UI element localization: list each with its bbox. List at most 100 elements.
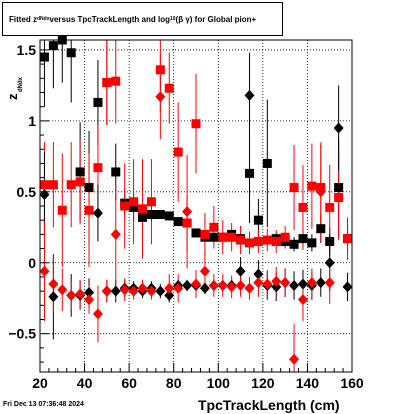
- data-point-square: [307, 238, 317, 248]
- data-point-diamond: [75, 288, 86, 300]
- data-point-diamond: [244, 89, 255, 101]
- data-point-square: [173, 217, 183, 227]
- data-point-square: [39, 180, 49, 190]
- data-point-square: [146, 210, 156, 220]
- data-point-diamond: [324, 257, 335, 269]
- title-sub2: 10: [169, 16, 176, 22]
- footer-date: Fri Dec 13 07:36:48 2024: [3, 401, 84, 408]
- plot-title: Fitted z dNdx versus TpcTrackLength and l…: [2, 2, 283, 36]
- data-point-diamond: [92, 308, 103, 320]
- data-point-square: [93, 163, 103, 173]
- data-point-square: [93, 97, 103, 107]
- data-point-square: [173, 147, 183, 157]
- data-point-square: [271, 236, 281, 246]
- data-point-square: [236, 235, 246, 245]
- data-point-square: [155, 65, 165, 75]
- data-point-square: [316, 224, 326, 234]
- data-point-diamond: [199, 265, 210, 277]
- data-point-square: [164, 83, 174, 93]
- data-point-diamond: [137, 282, 148, 294]
- data-point-diamond: [48, 278, 59, 290]
- grid: [40, 40, 352, 372]
- data-point-diamond: [84, 287, 95, 299]
- data-point-diamond: [173, 282, 184, 294]
- data-point-diamond: [253, 277, 264, 289]
- y-tick-label: 0.5: [17, 184, 37, 200]
- data-point-square: [253, 215, 263, 225]
- data-point-diamond: [191, 278, 201, 290]
- data-point-square: [164, 211, 174, 221]
- data-point-diamond: [92, 207, 103, 219]
- data-point-square: [155, 210, 165, 220]
- data-point-diamond: [208, 279, 219, 291]
- data-point-square: [84, 205, 94, 215]
- data-point-diamond: [289, 353, 300, 365]
- data-point-square: [307, 181, 317, 191]
- data-point-square: [218, 232, 228, 242]
- data-point-square: [191, 228, 201, 238]
- data-point-square: [200, 229, 210, 239]
- data-point-square: [289, 239, 299, 249]
- y-tick-label: −0.5: [8, 326, 36, 342]
- data-point-diamond: [271, 275, 282, 287]
- data-point-square: [48, 41, 58, 51]
- data-point-square: [244, 238, 254, 248]
- data-point-diamond: [235, 265, 246, 277]
- data-point-diamond: [101, 285, 112, 297]
- data-point-diamond: [155, 91, 166, 103]
- data-point-square: [129, 197, 139, 207]
- data-point-square: [66, 180, 76, 190]
- data-point-square: [227, 232, 237, 242]
- data-point-diamond: [297, 278, 308, 290]
- data-point-diamond: [110, 285, 121, 297]
- y-axis-label: z dNdx: [0, 62, 26, 100]
- data-point-diamond: [57, 284, 68, 296]
- data-point-diamond: [128, 285, 139, 297]
- axes: 20 40 60 80 100 120 140 160 −0.5 0 0.5 1 1.5: [8, 39, 364, 391]
- data-point-square: [111, 76, 121, 86]
- data-point-diamond: [155, 285, 166, 297]
- data-point-diamond: [262, 278, 273, 290]
- data-point-square: [343, 234, 353, 244]
- data-point-diamond: [235, 279, 246, 291]
- data-point-diamond: [297, 294, 308, 306]
- data-point-diamond: [271, 281, 282, 293]
- data-point-diamond: [146, 285, 157, 297]
- title-sub: dNdx: [37, 16, 50, 22]
- title-middle: versus TpcTrackLength and log: [49, 14, 170, 24]
- data-point-diamond: [324, 277, 335, 289]
- data-point-square: [138, 204, 148, 214]
- data-point-square: [209, 232, 219, 242]
- data-point-square: [129, 202, 139, 212]
- data-point-diamond: [333, 122, 344, 134]
- data-point-diamond: [315, 186, 326, 198]
- y-tick-label: 1: [28, 113, 36, 129]
- data-point-square: [325, 202, 335, 212]
- title-suffix: (β γ) for Global pion+: [175, 14, 257, 24]
- x-tick-label: 140: [296, 375, 320, 391]
- data-point-diamond: [342, 281, 353, 293]
- data-point-diamond: [199, 282, 210, 294]
- data-point-diamond: [66, 289, 77, 301]
- data-point-diamond: [226, 281, 237, 293]
- x-tick-label: 40: [77, 375, 93, 391]
- data-point-square: [57, 205, 67, 215]
- data-point-square: [325, 236, 335, 246]
- data-point-square: [75, 177, 85, 187]
- data-point-square: [262, 235, 272, 245]
- data-point-square: [289, 183, 299, 193]
- data-point-diamond: [253, 268, 264, 280]
- data-point-square: [298, 202, 308, 212]
- data-point-diamond: [306, 277, 317, 289]
- data-point-square: [334, 192, 344, 202]
- x-tick-label: 20: [32, 375, 48, 391]
- svg-text:dNdx: dNdx: [18, 76, 24, 92]
- title-prefix: Fitted z: [9, 14, 37, 24]
- data-point-square: [84, 183, 94, 193]
- data-point-diamond: [182, 206, 193, 218]
- svg-text:z: z: [5, 93, 20, 100]
- data-point-square: [48, 180, 58, 190]
- y-tick-label: 1.5: [17, 42, 37, 58]
- data-point-square: [138, 212, 148, 222]
